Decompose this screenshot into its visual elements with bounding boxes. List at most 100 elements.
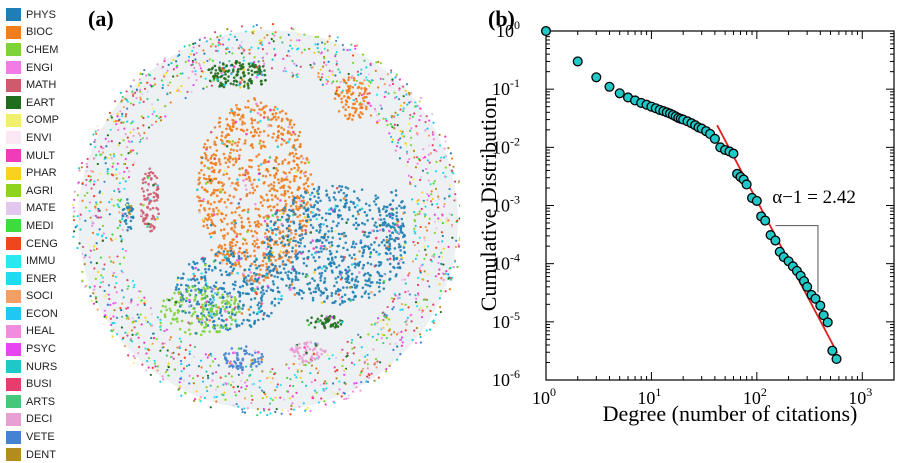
data-point: [615, 89, 624, 98]
legend-item: PHAR: [6, 164, 59, 182]
legend-swatch: [6, 360, 21, 373]
legend-item: SOCI: [6, 288, 59, 306]
legend-swatch: [6, 378, 21, 391]
legend: PHYS BIOC CHEM ENGI MATH EART COMP ENVI MULT PHAR…: [6, 6, 59, 463]
legend-item: VETE: [6, 428, 59, 446]
legend-swatch: [6, 219, 21, 232]
legend-item: PHYS: [6, 6, 59, 24]
legend-item: MATH: [6, 76, 59, 94]
legend-item: DENT: [6, 446, 59, 463]
panel-a-label: (a): [88, 6, 114, 32]
slope-annotation: α−1 = 2.42: [772, 187, 856, 208]
legend-swatch: [6, 131, 21, 144]
panel-b-label: (b): [488, 6, 515, 32]
legend-item: BIOC: [6, 24, 59, 42]
legend-label: BUSI: [26, 378, 52, 390]
legend-swatch: [6, 307, 21, 320]
legend-label: VETE: [26, 431, 55, 443]
data-point: [542, 27, 551, 36]
legend-swatch: [6, 61, 21, 74]
legend-item: ARTS: [6, 393, 59, 411]
legend-swatch: [6, 96, 21, 109]
legend-label: IMMU: [26, 255, 55, 267]
x-axis-label: Degree (number of citations): [603, 401, 858, 426]
legend-item: CHEM: [6, 41, 59, 59]
data-point: [803, 282, 812, 291]
data-point: [742, 180, 751, 189]
legend-swatch: [6, 167, 21, 180]
legend-swatch: [6, 26, 21, 39]
legend-swatch: [6, 255, 21, 268]
legend-item: PSYC: [6, 340, 59, 358]
legend-item: COMP: [6, 112, 59, 130]
data-point: [605, 82, 614, 91]
legend-swatch: [6, 431, 21, 444]
legend-label: SOCI: [26, 290, 53, 302]
legend-swatch: [6, 272, 21, 285]
legend-item: ENVI: [6, 129, 59, 147]
legend-swatch: [6, 290, 21, 303]
legend-item: AGRI: [6, 182, 59, 200]
y-tick-label: 10-6: [492, 367, 520, 390]
legend-label: EART: [26, 97, 55, 109]
legend-swatch: [6, 237, 21, 250]
legend-swatch: [6, 114, 21, 127]
legend-label: ARTS: [26, 396, 55, 408]
legend-swatch: [6, 8, 21, 21]
legend-label: COMP: [26, 114, 59, 126]
legend-item: CENG: [6, 235, 59, 253]
legend-label: MULT: [26, 150, 55, 162]
data-point: [573, 57, 582, 66]
legend-swatch: [6, 325, 21, 338]
y-tick-label: 10-1: [492, 76, 520, 99]
legend-item: ENER: [6, 270, 59, 288]
data-point: [592, 73, 601, 82]
legend-label: MATE: [26, 202, 56, 214]
data-point: [761, 216, 770, 225]
legend-label: PHYS: [26, 9, 56, 21]
legend-item: ECON: [6, 305, 59, 323]
legend-swatch: [6, 43, 21, 56]
legend-label: BIOC: [26, 26, 53, 38]
legend-swatch: [6, 413, 21, 426]
network-nodes: [72, 23, 460, 416]
legend-item: MATE: [6, 200, 59, 218]
legend-label: HEAL: [26, 325, 55, 337]
legend-item: EART: [6, 94, 59, 112]
legend-item: ENGI: [6, 59, 59, 77]
legend-label: MATH: [26, 79, 56, 91]
legend-label: DECI: [26, 413, 52, 425]
legend-label: NURS: [26, 361, 57, 373]
data-point: [823, 318, 832, 327]
x-tick-label: 100: [532, 385, 556, 408]
legend-label: ENVI: [26, 132, 52, 144]
legend-swatch: [6, 395, 21, 408]
legend-label: MEDI: [26, 220, 54, 232]
legend-label: PSYC: [26, 343, 56, 355]
legend-label: ENGI: [26, 62, 53, 74]
data-point: [832, 355, 841, 364]
data-point: [771, 236, 780, 245]
legend-item: IMMU: [6, 252, 59, 270]
legend-label: DENT: [26, 449, 56, 461]
legend-swatch: [6, 448, 21, 461]
legend-label: CHEM: [26, 44, 58, 56]
data-point: [816, 301, 825, 310]
legend-swatch: [6, 202, 21, 215]
legend-item: NURS: [6, 358, 59, 376]
legend-label: ECON: [26, 308, 58, 320]
data-point: [752, 196, 761, 205]
network-graph: [0, 0, 460, 434]
panel-a: PHYS BIOC CHEM ENGI MATH EART COMP ENVI MULT PHAR…: [0, 0, 460, 434]
legend-label: CENG: [26, 238, 58, 250]
legend-item: BUSI: [6, 375, 59, 393]
legend-item: MEDI: [6, 217, 59, 235]
legend-label: PHAR: [26, 167, 57, 179]
legend-swatch: [6, 79, 21, 92]
y-axis-label: Cumulative Distribution: [476, 97, 501, 312]
legend-swatch: [6, 184, 21, 197]
data-point: [828, 346, 837, 355]
y-tick-label: 10-5: [492, 309, 520, 332]
